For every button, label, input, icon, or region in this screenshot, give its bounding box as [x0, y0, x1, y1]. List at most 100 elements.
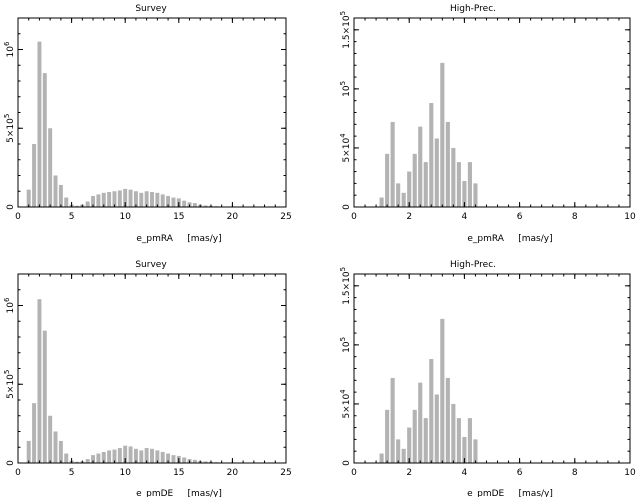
- histogram-bar: [74, 461, 79, 463]
- histogram-bar: [385, 409, 390, 463]
- histogram-bar: [91, 195, 96, 207]
- histogram-bar: [128, 189, 133, 207]
- histogram-bar: [171, 197, 176, 207]
- panel-title: High-Prec.: [450, 4, 496, 14]
- histogram-bar: [42, 330, 47, 463]
- histogram-bar: [58, 440, 63, 463]
- histogram-bar: [150, 192, 154, 207]
- histogram-bar: [107, 450, 112, 463]
- histogram-bar: [429, 103, 434, 207]
- histogram-bar: [440, 318, 445, 463]
- y-tick-label: 0: [6, 460, 16, 466]
- histogram-bar: [462, 181, 467, 207]
- panel-title: High-Prec.: [450, 260, 496, 270]
- histogram-bar: [467, 162, 472, 207]
- x-tick-label: 0: [15, 212, 21, 222]
- x-tick-label: 8: [572, 212, 578, 222]
- y-tick-label: 1.5×105: [339, 267, 352, 305]
- y-tick-label: 0: [6, 204, 16, 210]
- histogram-bar: [182, 457, 187, 463]
- histogram-bar: [53, 431, 58, 463]
- histogram-bar: [101, 451, 106, 463]
- highprec-pmde-panel: High-Prec. e_pmDE [mas/y] 0 2 4 6 8 10 0 5×104 1…: [339, 260, 636, 497]
- histogram-bar: [401, 192, 406, 207]
- histogram-bar: [112, 191, 117, 207]
- highprec-pmra-panel: High-Prec. e_pmRA [mas/y] 0 2 4 6 8 10 0 5×104 1…: [339, 4, 636, 244]
- histogram-bar: [385, 153, 390, 207]
- histogram-bar: [85, 459, 90, 463]
- histogram-bar: [37, 41, 42, 208]
- histogram-bar: [144, 191, 149, 207]
- histogram-bar: [32, 403, 37, 463]
- histogram-bar: [26, 189, 31, 207]
- histogram-bar: [139, 192, 144, 207]
- histogram-bar: [418, 126, 423, 207]
- histogram-bar: [133, 448, 138, 463]
- histogram-bar: [64, 453, 69, 463]
- x-tick-label: 5: [69, 468, 75, 478]
- histogram-bar: [42, 73, 47, 208]
- histogram-bar: [139, 450, 144, 463]
- histogram-bar: [182, 200, 187, 207]
- histogram-bar: [37, 299, 42, 463]
- plot-frame: [17, 273, 287, 464]
- histogram-bar: [150, 448, 154, 463]
- histogram-bar: [203, 461, 208, 463]
- histogram-bar: [171, 455, 176, 464]
- y-tick-label: 0: [342, 460, 352, 466]
- x-axis-label: e_pmRA [mas/y]: [467, 234, 552, 244]
- y-tick-label: 5×105: [3, 370, 16, 399]
- histogram-bar: [48, 415, 53, 463]
- x-tick-label: 8: [572, 468, 578, 478]
- histogram-bar: [418, 382, 423, 463]
- plot-frame: [17, 17, 287, 208]
- histogram-bar: [166, 195, 171, 207]
- histogram-bar: [462, 437, 467, 463]
- histogram-bar: [192, 203, 197, 207]
- x-tick-label: 2: [406, 212, 412, 222]
- x-tick-label: 15: [173, 212, 184, 222]
- histogram-bar: [390, 377, 395, 463]
- histogram-bar: [467, 418, 472, 463]
- histogram-bar: [192, 459, 197, 463]
- survey-pmra-panel: Survey e_pmRA [mas/y] 0 5 10 15 20 25 0 5×105 10…: [3, 4, 292, 244]
- x-tick-label: 20: [227, 212, 239, 222]
- histogram-bar: [451, 147, 456, 207]
- histogram-bar: [451, 403, 456, 463]
- histogram-bar: [456, 418, 461, 463]
- histogram-bar: [101, 192, 106, 207]
- histogram-bar: [117, 190, 122, 207]
- histogram-bar: [429, 359, 434, 463]
- histogram-bar: [379, 197, 384, 207]
- histogram-bar: [412, 409, 417, 463]
- histogram-bar: [144, 448, 149, 463]
- histogram-bar: [423, 418, 428, 463]
- histogram-bar: [390, 121, 395, 207]
- panel-title: Survey: [135, 4, 167, 14]
- x-tick-label: 15: [173, 468, 184, 478]
- histogram-bar: [434, 138, 439, 207]
- x-axis-label: e_pmDE [mas/y]: [467, 489, 553, 497]
- histogram-bar: [160, 451, 165, 463]
- histogram-bar: [117, 448, 122, 463]
- x-tick-label: 5: [69, 212, 75, 222]
- histogram-bar: [107, 192, 112, 207]
- histogram-bar: [473, 439, 478, 464]
- histogram-bar: [64, 197, 69, 207]
- y-tick-label: 0: [342, 204, 352, 210]
- x-tick-label: 0: [351, 468, 357, 478]
- y-tick-label: 1.5×105: [339, 11, 352, 49]
- histogram-bar: [112, 449, 117, 463]
- y-tick-label: 105: [339, 81, 352, 97]
- x-tick-label: 10: [624, 212, 636, 222]
- y-tick-label: 5×105: [3, 114, 16, 143]
- x-tick-label: 25: [280, 468, 291, 478]
- x-axis-label: e_pmRA [mas/y]: [136, 234, 221, 244]
- y-tick-label: 106: [3, 297, 16, 313]
- histogram-bar: [160, 194, 165, 207]
- histogram-bar: [445, 121, 450, 207]
- survey-pmde-panel: Survey e_pmDE [mas/y] 0 5 10 15 20 25 0 5×105 10…: [3, 260, 292, 497]
- histogram-bar: [53, 175, 58, 207]
- histogram-bar: [155, 450, 160, 463]
